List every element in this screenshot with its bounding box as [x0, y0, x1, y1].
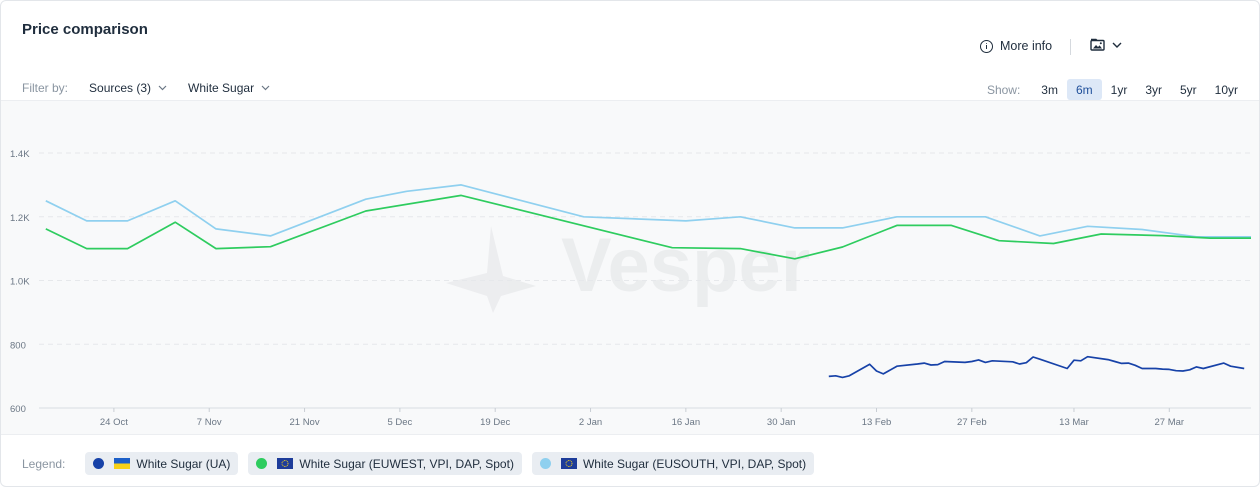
filter-label: Filter by: — [22, 81, 69, 95]
chart-legend: Legend: White Sugar (UA) White Sugar (EU… — [22, 452, 824, 475]
watermark-text: Vesper — [561, 223, 810, 308]
header-divider — [1070, 39, 1071, 55]
range-10yr-button[interactable]: 10yr — [1214, 82, 1238, 97]
chevron-down-icon — [1112, 42, 1122, 48]
show-label: Show: — [986, 82, 1021, 97]
export-image-dropdown[interactable] — [1090, 38, 1122, 51]
legend-label: Legend: — [22, 456, 66, 471]
legend-item-label: White Sugar (EUSOUTH, VPI, DAP, Spot) — [582, 456, 807, 471]
chevron-down-icon — [158, 85, 167, 91]
sources-dropdown[interactable]: Sources (3) — [89, 81, 167, 95]
legend-item-ua[interactable]: White Sugar (UA) — [85, 452, 239, 475]
vesper-watermark: Vesper — [446, 223, 810, 313]
product-dropdown-label: White Sugar — [188, 81, 255, 95]
x-tick-label: 27 Feb — [957, 417, 987, 428]
eu-flag-icon — [560, 458, 577, 469]
legend-item-label: White Sugar (UA) — [136, 456, 231, 471]
sources-dropdown-label: Sources (3) — [89, 81, 152, 95]
info-icon — [980, 39, 993, 53]
series-line-white-sugar-euwest-vpi-dap-spot — [45, 194, 1251, 260]
series-line-white-sugar-ua — [828, 355, 1245, 379]
legend-item-euwest[interactable]: White Sugar (EUWEST, VPI, DAP, Spot) — [248, 452, 522, 475]
chart-area: Vesper 600 800 1.0K 1.2K 1.4K 24 Oct 7 Nov 21 … — [1, 100, 1260, 436]
time-range-selector: Show: 3m 6m 1yr 3yr 5yr 10yr — [987, 79, 1247, 100]
y-tick-label: 600 — [10, 404, 26, 415]
y-tick-label: 800 — [10, 340, 26, 351]
legend-item-eusouth[interactable]: White Sugar (EUSOUTH, VPI, DAP, Spot) — [531, 452, 815, 475]
image-icon — [1090, 38, 1105, 51]
series-color-dot — [256, 458, 268, 469]
chevron-down-icon — [261, 85, 270, 91]
range-1yr-button[interactable]: 1yr — [1110, 82, 1128, 97]
x-tick-label: 5 Dec — [387, 417, 412, 428]
product-dropdown[interactable]: White Sugar — [188, 81, 270, 95]
y-tick-label: 1.0K — [10, 277, 30, 288]
x-tick-label: 19 Dec — [480, 417, 510, 428]
x-tick-label: 13 Feb — [862, 417, 892, 428]
range-3yr-button[interactable]: 3yr — [1145, 82, 1162, 97]
x-tick-label: 16 Jan — [672, 417, 701, 428]
filter-bar: Filter by: Sources (3) White Sugar — [22, 81, 291, 95]
x-tick-label: 13 Mar — [1059, 417, 1089, 428]
x-tick-label: 30 Jan — [767, 417, 796, 428]
ukraine-flag-icon — [114, 458, 131, 469]
x-tick-label: 2 Jan — [579, 417, 602, 428]
range-3m-button[interactable]: 3m — [1041, 82, 1058, 97]
range-5yr-button[interactable]: 5yr — [1179, 82, 1197, 97]
y-tick-label: 1.4K — [10, 149, 30, 160]
more-info-button[interactable]: More info — [980, 39, 1052, 53]
x-tick-label: 21 Nov — [289, 417, 319, 428]
x-tick-label: 24 Oct — [100, 417, 128, 428]
series-line-white-sugar-eusouth-vpi-dap-spot — [45, 184, 1251, 238]
range-6m-button[interactable]: 6m — [1066, 79, 1102, 100]
eu-flag-icon — [277, 458, 294, 469]
series-color-dot — [539, 458, 551, 469]
more-info-label: More info — [1000, 39, 1053, 53]
series-color-dot — [93, 458, 105, 469]
y-tick-label: 1.2K — [10, 213, 30, 224]
price-line-chart[interactable]: Vesper 600 800 1.0K 1.2K 1.4K 24 Oct 7 Nov 21 … — [1, 101, 1260, 436]
x-tick-label: 27 Mar — [1155, 417, 1185, 428]
card-title: Price comparison — [22, 21, 148, 38]
legend-item-label: White Sugar (EUWEST, VPI, DAP, Spot) — [299, 456, 514, 471]
x-tick-label: 7 Nov — [197, 417, 222, 428]
